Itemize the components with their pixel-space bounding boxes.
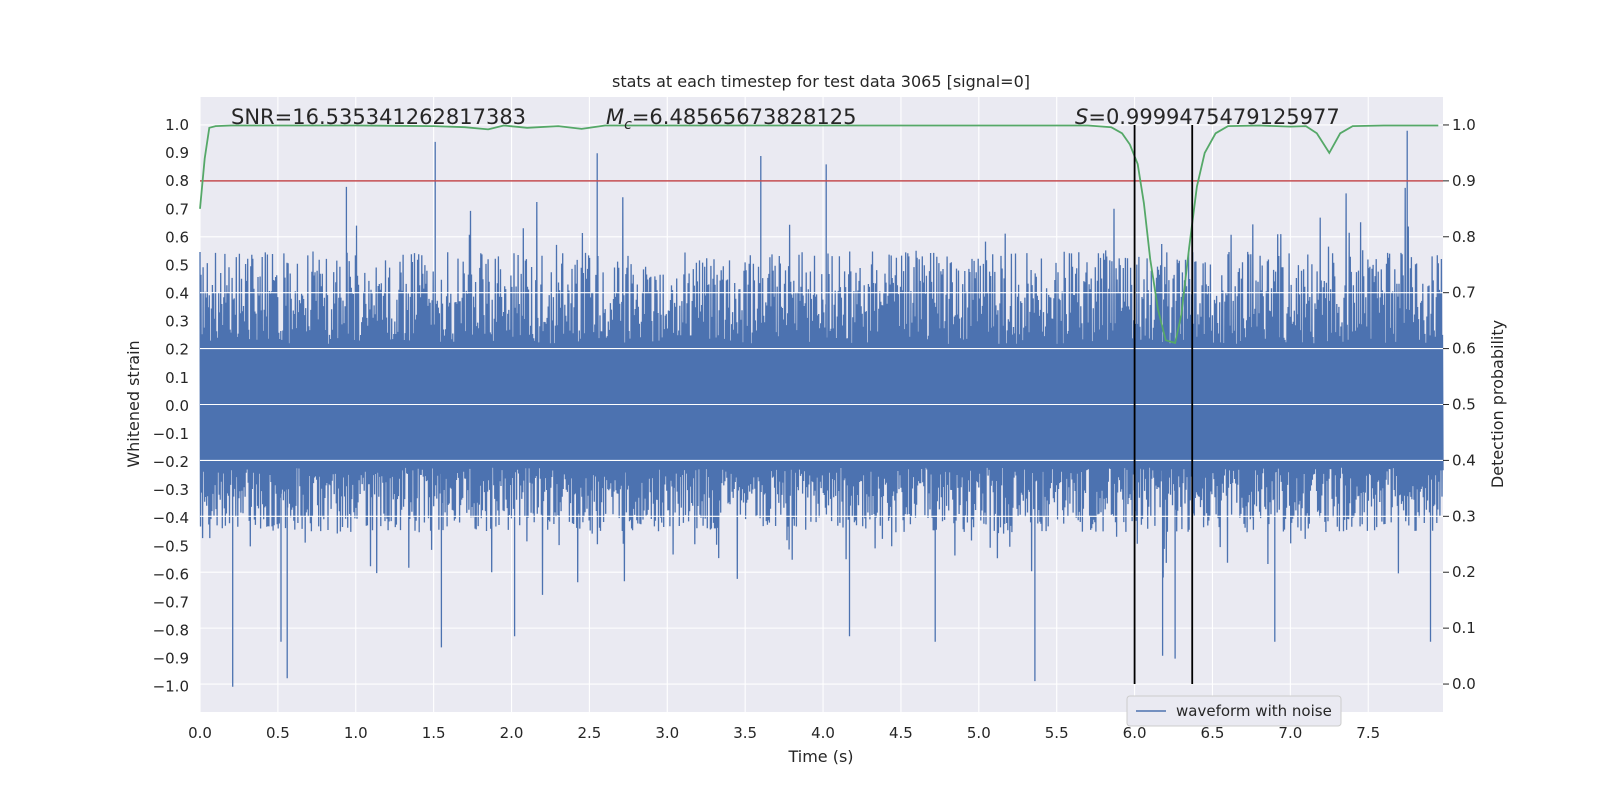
y-tick-label: 0.2 <box>165 341 189 359</box>
y-tick-label: −1.0 <box>153 678 189 696</box>
chirp-mass-value: =6.48565673828125 <box>632 105 857 129</box>
y-axis-label: Whitened strain <box>124 340 143 467</box>
y2-tick-label: 0.2 <box>1452 563 1476 581</box>
y-tick-label: 0.1 <box>165 369 189 387</box>
y2-tick-label: 0.9 <box>1452 172 1476 190</box>
y2-tick-label: 1.0 <box>1452 116 1476 134</box>
y2-axis-label: Detection probability <box>1488 320 1507 488</box>
y2-tick-label: 0.1 <box>1452 619 1476 637</box>
x-tick-label: 7.0 <box>1278 724 1302 742</box>
detection-window-lines <box>1133 124 1194 685</box>
y-tick-label: 0.0 <box>165 397 189 415</box>
y-tick-label: −0.6 <box>153 565 189 583</box>
y-axis-ticks: 1.0 0.9 0.8 0.7 0.6 0.5 0.4 0.3 0.2 0.1 0.0 −0.1 −0.… <box>153 116 189 696</box>
snr-annotation: SNR=16.535341262817383 <box>231 105 526 129</box>
chirp-mass-subscript: c <box>624 117 632 133</box>
y2-tick-label: 0.7 <box>1452 284 1476 302</box>
legend-box <box>1126 695 1342 727</box>
x-axis-label: Time (s) <box>787 747 853 766</box>
x-tick-label: 5.5 <box>1045 724 1069 742</box>
x-tick-label: 4.5 <box>889 724 913 742</box>
y2-axis-ticks: 1.0 0.9 0.8 0.7 0.6 0.5 0.4 0.3 0.2 0.1 0.0 <box>1443 116 1476 693</box>
y-tick-label: −0.8 <box>153 622 189 640</box>
y-tick-label: 0.4 <box>165 285 189 303</box>
chart-title: stats at each timestep for test data 306… <box>612 72 1030 91</box>
score-annotation: S=0.9999475479125977 <box>1075 105 1340 129</box>
x-tick-label: 1.0 <box>344 724 368 742</box>
x-tick-label: 0.0 <box>188 724 212 742</box>
y-tick-label: 1.0 <box>165 116 189 134</box>
y2-tick-label: 0.5 <box>1452 396 1476 414</box>
x-tick-label: 3.5 <box>733 724 757 742</box>
x-tick-label: 2.0 <box>500 724 524 742</box>
chirp-mass-annotation: Mc=6.48565673828125 <box>606 105 857 133</box>
x-tick-label: 4.0 <box>811 724 835 742</box>
x-tick-label: 2.5 <box>577 724 601 742</box>
y-tick-label: 0.8 <box>165 172 189 190</box>
y2-tick-label: 0.0 <box>1452 675 1476 693</box>
y-tick-label: 0.5 <box>165 256 189 274</box>
y-tick-label: 0.9 <box>165 144 189 162</box>
legend: waveform with noise <box>1126 695 1342 727</box>
x-tick-label: 6.5 <box>1201 724 1225 742</box>
chirp-mass-symbol: M <box>606 105 624 129</box>
y-tick-label: 0.7 <box>165 200 189 218</box>
y-tick-label: −0.7 <box>153 593 189 611</box>
y-tick-label: 0.6 <box>165 228 189 246</box>
y2-tick-label: 0.4 <box>1452 451 1476 469</box>
y-tick-label: −0.9 <box>153 650 189 668</box>
x-tick-label: 5.0 <box>967 724 991 742</box>
legend-label: waveform with noise <box>1176 702 1332 720</box>
x-tick-label: 7.5 <box>1356 724 1380 742</box>
probability-line <box>199 124 1439 345</box>
x-tick-label: 1.5 <box>422 724 446 742</box>
y2-tick-label: 0.8 <box>1452 228 1476 246</box>
y-tick-label: −0.5 <box>153 537 189 555</box>
y-tick-label: −0.2 <box>153 453 189 471</box>
score-value: =0.9999475479125977 <box>1088 105 1339 129</box>
y2-tick-label: 0.3 <box>1452 507 1476 525</box>
y-tick-label: 0.3 <box>165 313 189 331</box>
x-tick-label: 3.0 <box>655 724 679 742</box>
probability-series <box>199 124 1439 345</box>
x-axis-ticks: 0.0 0.5 1.0 1.5 2.0 2.5 3.0 3.5 4.0 4.5 5.0 5.5 6.0 6… <box>188 724 1380 742</box>
y-tick-label: −0.3 <box>153 481 189 499</box>
score-symbol: S <box>1075 105 1088 129</box>
y-tick-label: −0.1 <box>153 425 189 443</box>
y2-tick-label: 0.6 <box>1452 340 1476 358</box>
waveform-series <box>199 130 1444 687</box>
waveform-dense-band <box>200 349 1443 463</box>
x-tick-label: 0.5 <box>266 724 290 742</box>
y-tick-label: −0.4 <box>153 509 189 527</box>
x-tick-label: 6.0 <box>1123 724 1147 742</box>
